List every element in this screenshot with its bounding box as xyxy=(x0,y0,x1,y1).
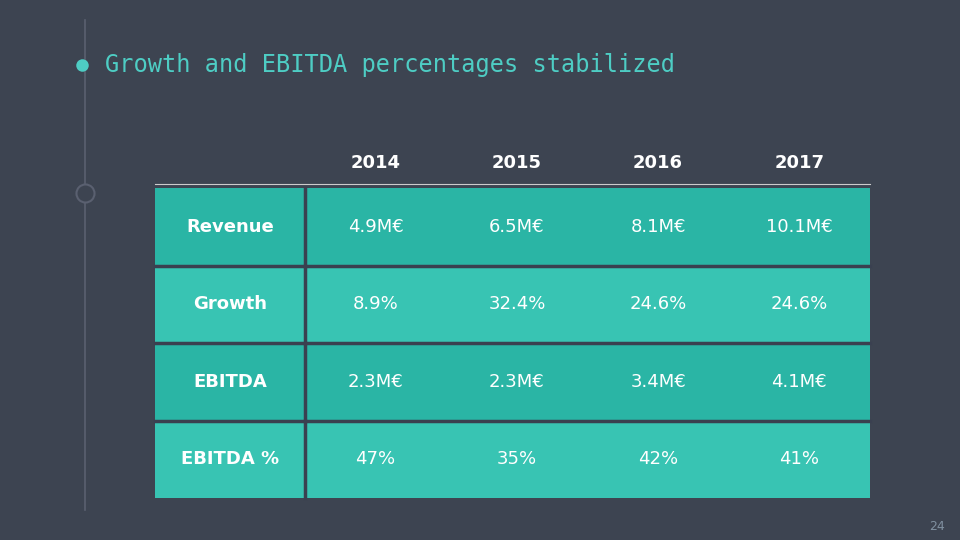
Text: 24.6%: 24.6% xyxy=(771,295,828,313)
Text: Growth and EBITDA percentages stabilized: Growth and EBITDA percentages stabilized xyxy=(105,53,675,77)
Text: 2017: 2017 xyxy=(775,154,825,172)
Text: 4.1M€: 4.1M€ xyxy=(772,373,828,391)
Text: Revenue: Revenue xyxy=(186,218,274,236)
Text: 10.1M€: 10.1M€ xyxy=(766,218,832,236)
Text: EBITDA: EBITDA xyxy=(193,373,267,391)
Text: 32.4%: 32.4% xyxy=(489,295,545,313)
Text: 8.1M€: 8.1M€ xyxy=(631,218,685,236)
Text: EBITDA %: EBITDA % xyxy=(180,450,279,468)
Text: 42%: 42% xyxy=(638,450,678,468)
Text: Growth: Growth xyxy=(193,295,267,313)
Text: 47%: 47% xyxy=(355,450,396,468)
FancyBboxPatch shape xyxy=(155,343,870,421)
Text: 24: 24 xyxy=(929,521,945,534)
Text: 4.9M€: 4.9M€ xyxy=(348,218,403,236)
Text: 24.6%: 24.6% xyxy=(630,295,686,313)
FancyBboxPatch shape xyxy=(155,188,870,266)
Text: 8.9%: 8.9% xyxy=(352,295,398,313)
Text: 3.4M€: 3.4M€ xyxy=(631,373,686,391)
Text: 2.3M€: 2.3M€ xyxy=(489,373,544,391)
Text: 35%: 35% xyxy=(497,450,537,468)
FancyBboxPatch shape xyxy=(155,266,870,343)
Text: 2016: 2016 xyxy=(634,154,684,172)
Text: 41%: 41% xyxy=(780,450,820,468)
FancyBboxPatch shape xyxy=(155,421,870,498)
Text: 2.3M€: 2.3M€ xyxy=(348,373,403,391)
Text: 2014: 2014 xyxy=(350,154,400,172)
Text: 2015: 2015 xyxy=(492,154,541,172)
Text: 6.5M€: 6.5M€ xyxy=(489,218,544,236)
